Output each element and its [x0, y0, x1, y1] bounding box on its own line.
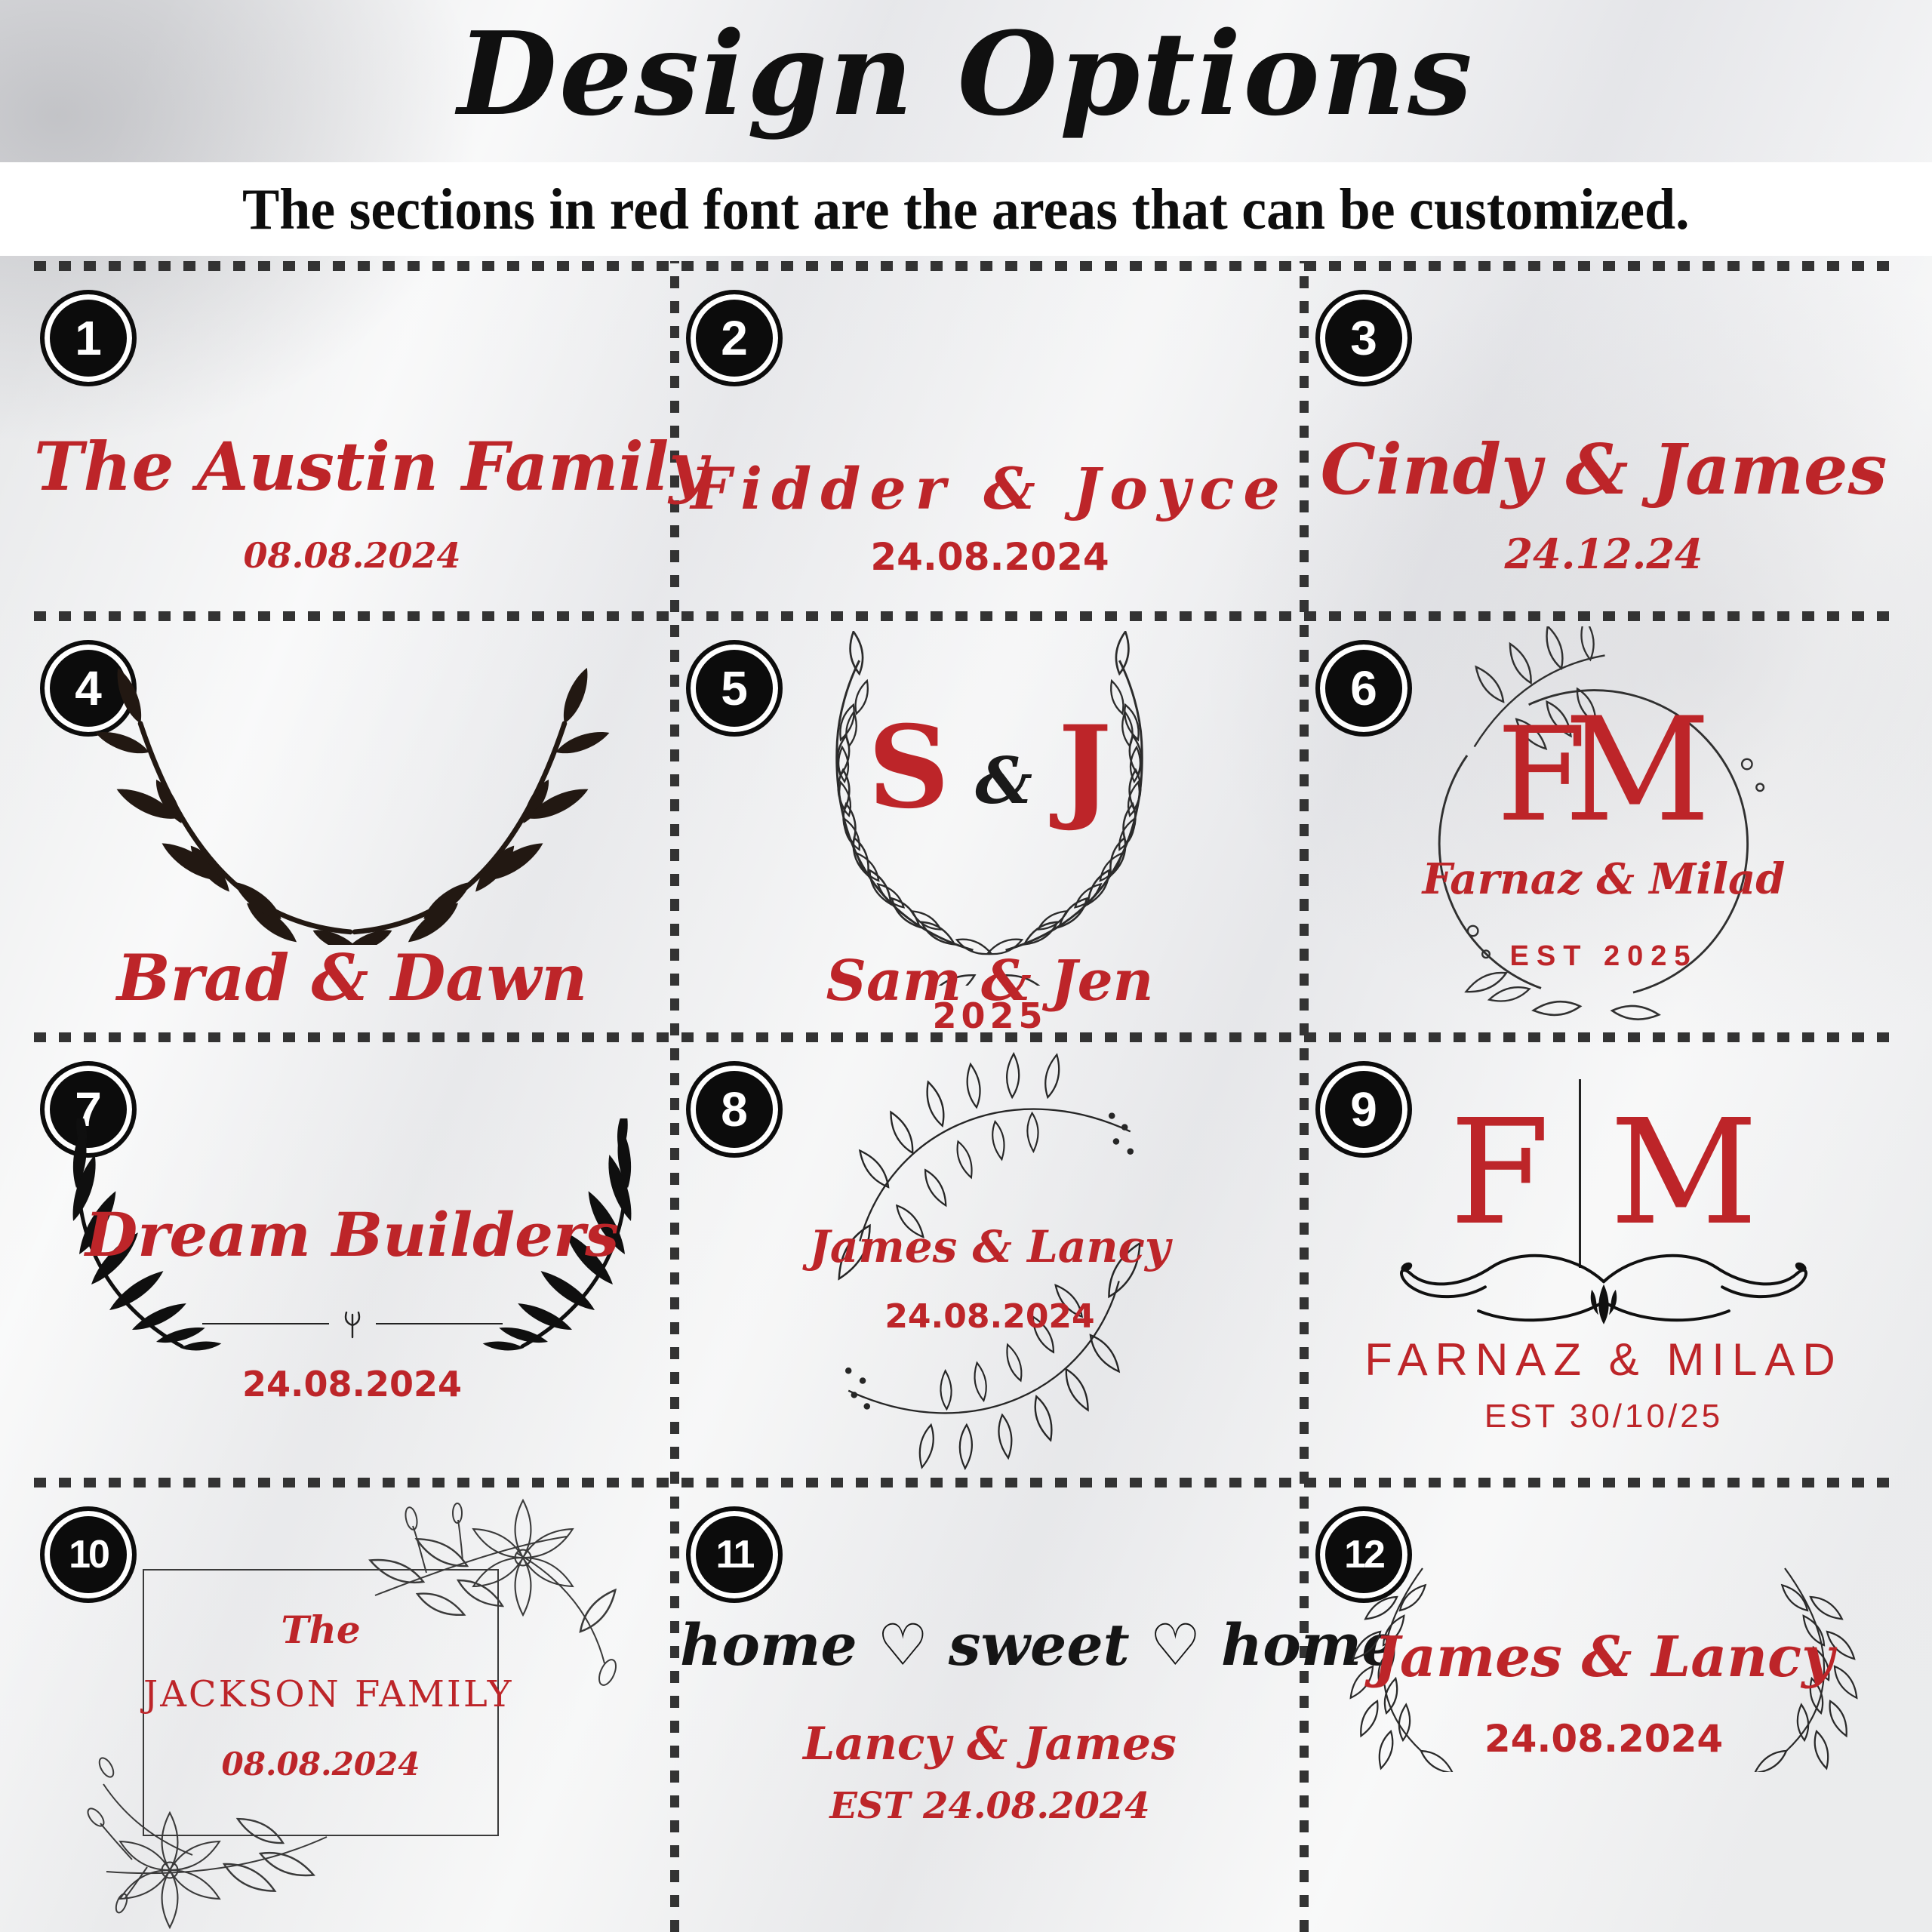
- option-number-badge: 7: [40, 1061, 137, 1158]
- couple-name: Cindy & James: [1320, 429, 1887, 510]
- design-option-cell-10: 10: [34, 1488, 670, 1932]
- couple-name: FARNAZ & MILAD: [1364, 1334, 1843, 1385]
- design-option-cell-9: 9 F M FARNAZ & MILAD EST 30/10/25: [1309, 1043, 1898, 1478]
- option-number-badge: 8: [686, 1061, 783, 1158]
- business-name: Dream Builders: [85, 1199, 620, 1270]
- ampersand: &: [975, 743, 1033, 818]
- date-text: 24.08.2024: [242, 1364, 462, 1404]
- option-number: 12: [1344, 1533, 1386, 1577]
- option-number-badge: 4: [40, 640, 137, 737]
- option-number: 1: [75, 311, 102, 365]
- couple-name: Farnaz & Milad: [1422, 854, 1786, 904]
- option-number: 11: [715, 1533, 755, 1577]
- date-text: 24.08.2024: [1484, 1717, 1724, 1761]
- initials-monogram: F M: [1309, 1079, 1898, 1268]
- design-option-cell-6: 6 F: [1309, 622, 1898, 1032]
- date-text: 2025: [932, 995, 1048, 1036]
- initial-right: J: [1058, 701, 1112, 834]
- couple-name: Fidder & Joyce: [691, 455, 1289, 522]
- grid-line-horizontal: [34, 1032, 1898, 1042]
- initial-left: F: [1449, 1089, 1550, 1257]
- monogram-right: M: [1564, 687, 1711, 854]
- prefix-text: The: [281, 1607, 361, 1652]
- option-number-badge: 5: [686, 640, 783, 737]
- design-option-cell-4: 4 Brad & Dawn: [34, 622, 670, 1032]
- open-laurel-wreath-icon: [834, 631, 1201, 986]
- page-title: Design Options: [457, 6, 1475, 141]
- couple-name: James & Lancy: [809, 1221, 1171, 1272]
- design-option-cell-7: 7 Dream Builders: [34, 1043, 670, 1478]
- grid-line-horizontal: [34, 261, 1898, 271]
- monogram: FM: [1309, 699, 1898, 842]
- initial-right: M: [1609, 1089, 1758, 1257]
- option-number-badge: 12: [1315, 1506, 1412, 1603]
- option-number-badge: 9: [1315, 1061, 1412, 1158]
- option-number-badge: 2: [686, 290, 783, 386]
- family-name: JACKSON FAMILY: [143, 1673, 514, 1715]
- option-number: 9: [1350, 1082, 1377, 1137]
- option-number: 5: [721, 661, 748, 715]
- date-text: 24.12.24: [1504, 530, 1703, 578]
- option-number-badge: 11: [686, 1506, 783, 1603]
- design-option-cell-11: 11 home ♡ sweet ♡ home Lancy & James EST…: [680, 1488, 1398, 1932]
- option-number-badge: 3: [1315, 290, 1412, 386]
- date-text: 24.08.2024: [870, 535, 1109, 579]
- subtitle-text: The sections in red font are the areas t…: [242, 176, 1690, 242]
- circular-branch-wreath-icon: [830, 1052, 1201, 1475]
- subtitle-band: The sections in red font are the areas t…: [0, 162, 1932, 256]
- design-option-cell-12: 12 James & Lancy 24.08.2024: [1309, 1488, 1898, 1932]
- option-number: 8: [721, 1082, 748, 1137]
- option-number: 6: [1350, 661, 1377, 715]
- option-number-badge: 10: [40, 1506, 137, 1603]
- swirl-flourish-icon: [1400, 1254, 1810, 1324]
- sprig-icon: [344, 1311, 360, 1339]
- date-text: 24.08.2024: [884, 1297, 1095, 1336]
- couple-name: Brad & Dawn: [116, 940, 588, 1015]
- couple-name: James & Lancy: [1373, 1625, 1835, 1690]
- grid-line-horizontal: [34, 611, 1898, 621]
- laurel-branches-icon: [93, 643, 618, 945]
- circular-leaf-wreath-icon: [1438, 626, 1765, 1023]
- date-text: 08.08.2024: [221, 1746, 420, 1783]
- floral-corner-frame-icon: [87, 1488, 623, 1932]
- option-number-badge: 6: [1315, 640, 1412, 737]
- initials-monogram: S & J: [680, 711, 1300, 824]
- design-option-cell-3: 3 Cindy & James 24.12.24: [1309, 272, 1898, 611]
- grid-line-horizontal: [34, 1478, 1898, 1487]
- couple-name: Sam & Jen: [826, 949, 1154, 1014]
- option-number-badge: 1: [40, 290, 137, 386]
- laurel-sprigs-icon: [1345, 1553, 1898, 1772]
- design-option-cell-1: 1 The Austin Family 08.08.2024: [34, 272, 708, 611]
- option-number: 4: [75, 661, 102, 715]
- option-number: 10: [69, 1533, 110, 1577]
- design-option-cell-2: 2 Fidder & Joyce 24.08.2024: [680, 272, 1300, 611]
- est-text: EST 30/10/25: [1484, 1398, 1724, 1435]
- grid-line-vertical: [670, 261, 679, 1932]
- design-option-cell-8: 8 Jam: [680, 1043, 1300, 1478]
- est-text: EST 2025: [1509, 940, 1698, 972]
- divider: [34, 1309, 670, 1339]
- monogram-left: F: [1497, 699, 1587, 851]
- couple-name: Lancy & James: [803, 1718, 1177, 1770]
- divider-bar: [1578, 1079, 1581, 1268]
- option-number: 3: [1350, 311, 1377, 365]
- option-number: 2: [721, 311, 748, 365]
- grid-line-vertical: [1300, 261, 1309, 1932]
- initial-left: S: [867, 701, 950, 834]
- design-option-cell-5: 5: [680, 622, 1300, 1036]
- home-sweet-home-heading: home ♡ sweet ♡ home: [680, 1611, 1398, 1678]
- family-name: The Austin Family: [34, 427, 708, 506]
- est-text: EST 24.08.2024: [829, 1785, 1150, 1827]
- fern-leaves-icon: [55, 1118, 670, 1367]
- date-text: 08.08.2024: [243, 535, 461, 576]
